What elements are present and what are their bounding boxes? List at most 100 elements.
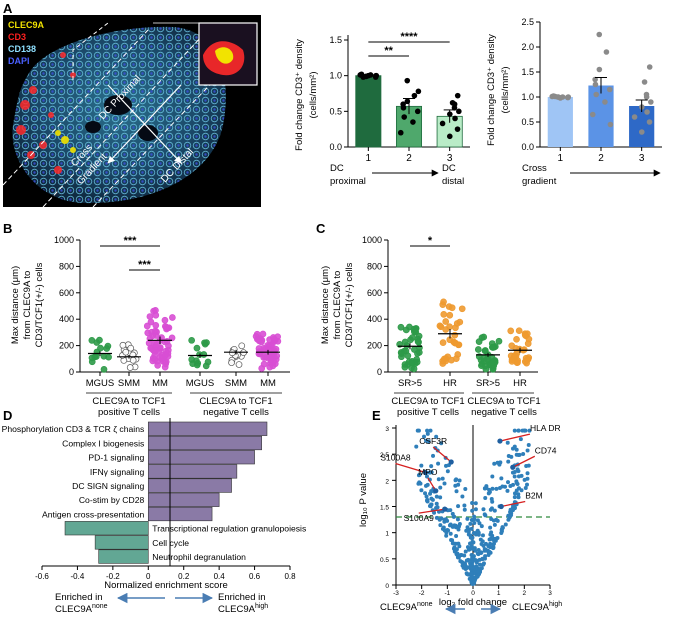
e-point-50	[440, 476, 445, 481]
c-point-1-11	[442, 318, 450, 325]
e-point-200	[512, 444, 517, 449]
a1-point-2-0	[404, 77, 411, 84]
e-ytick-label-6: 3	[385, 426, 389, 433]
e-point-340	[422, 434, 427, 439]
e-point-135	[481, 507, 486, 512]
b-ytick-label-4: 800	[59, 261, 74, 271]
c-point-1-28	[440, 298, 447, 306]
e-point-413	[418, 481, 423, 486]
c-ytick-label-0: 0	[377, 367, 382, 377]
e-point-255	[456, 504, 461, 509]
b-point-2-40	[147, 318, 155, 326]
b-point-0-12	[93, 339, 101, 346]
e-point-198	[416, 473, 421, 478]
d-bar-9	[98, 549, 149, 564]
e-gene-label-1: CD74	[535, 445, 557, 455]
e-point-280	[519, 473, 524, 478]
e-point-96	[511, 482, 516, 487]
e-gene-leader-6	[418, 508, 445, 514]
c-point-1-3	[440, 311, 448, 318]
c-ylabel-3: CD3/TCF1(+/-) cells	[344, 262, 355, 347]
c-point-0-20	[404, 352, 412, 360]
e-point-341	[516, 428, 521, 433]
c-ytick-label-3: 600	[367, 288, 382, 298]
e-right-note: CLEC9Ahigh	[512, 601, 562, 613]
c-point-0-3	[397, 323, 405, 331]
d-bar-1	[147, 435, 262, 451]
e-gene-leader-2	[501, 500, 526, 508]
a1-xtick-label-2: 2	[406, 153, 412, 164]
b-group1-label: CLEC9A to TCF1	[92, 396, 165, 407]
e-point-356	[479, 566, 484, 571]
e-point-389	[525, 476, 530, 481]
a2-xtick-label-3: 3	[639, 153, 645, 164]
e-point-406	[414, 444, 419, 449]
a1-point-2-6	[401, 114, 408, 120]
e-point-290	[498, 460, 503, 465]
e-point-357	[512, 428, 517, 433]
e-point-34	[448, 531, 453, 536]
c-point-2-36	[489, 344, 497, 351]
b-point-3-4	[204, 358, 212, 366]
c-point-0-34	[409, 334, 416, 341]
e-point-368	[495, 535, 500, 540]
a2-ytick-label-2: 1.0	[521, 92, 534, 102]
e-gene-point-4	[422, 469, 429, 476]
c-xtick-label-1: HR	[443, 378, 457, 389]
a2-point-3-9	[643, 94, 650, 100]
b-ytick-label-2: 400	[59, 314, 74, 324]
e-point-338	[478, 569, 483, 574]
b-point-2-16	[146, 313, 154, 320]
d-xtick-label-6: 0.6	[249, 572, 261, 581]
e-point-352	[453, 523, 458, 528]
d-xtick-label-1: -0.4	[71, 572, 85, 581]
e-left-note: CLEC9Anone	[380, 601, 433, 613]
b-group2-label: CLEC9A to TCF1	[199, 396, 272, 407]
a1-note-dc-left: DC	[330, 163, 344, 174]
a2-point-2-3	[592, 76, 598, 83]
e-point-113	[465, 516, 470, 521]
e-point-405	[473, 507, 478, 512]
e-point-363	[506, 480, 511, 485]
e-point-372	[490, 486, 495, 491]
e-point-291	[488, 536, 493, 541]
d-label-5: Co-stim by CD28	[79, 495, 145, 505]
b-sig-label-1: ***	[138, 259, 152, 271]
e-point-173	[482, 486, 487, 491]
e-point-396	[451, 514, 456, 519]
a1-sig-label-0: **	[384, 45, 393, 57]
c-point-2-11	[480, 333, 488, 341]
panel-label-e: E	[372, 408, 381, 423]
e-point-391	[500, 525, 505, 530]
e-point-293	[503, 522, 508, 527]
b-point-2-31	[162, 347, 170, 355]
panel-label-d: D	[3, 408, 12, 423]
b-xtick-label-4: SMM	[225, 378, 247, 389]
a1-point-1-4	[373, 72, 379, 79]
e-point-189	[434, 501, 439, 506]
c-point-1-25	[451, 331, 459, 339]
e-point-114	[429, 470, 434, 475]
e-gene-label-6: S100A9	[404, 513, 435, 523]
b-point-1-11	[122, 348, 130, 356]
e-point-26	[457, 478, 462, 483]
b-xtick-label-2: MM	[152, 378, 168, 389]
b-point-2-55	[168, 334, 176, 342]
e-point-27	[438, 495, 443, 500]
e-point-359	[483, 513, 488, 518]
d-xtick-label-7: 0.8	[284, 572, 296, 581]
panel-label-a: A	[3, 1, 13, 16]
b-point-0-6	[103, 345, 111, 352]
b-point-0-8	[100, 366, 108, 373]
d-label-0: Phosphorylation CD3 & TCR ζ chains	[2, 424, 145, 434]
e-point-249	[512, 495, 517, 500]
c-point-3-20	[521, 331, 529, 339]
e-point-107	[436, 477, 441, 482]
e-point-330	[514, 447, 519, 452]
e-point-170	[520, 428, 525, 433]
e-point-274	[487, 549, 492, 554]
e-point-351	[508, 507, 513, 512]
c-ylabel: Max distance (μm)	[320, 266, 331, 344]
b-point-5-54	[272, 345, 280, 353]
e-point-206	[525, 448, 530, 453]
